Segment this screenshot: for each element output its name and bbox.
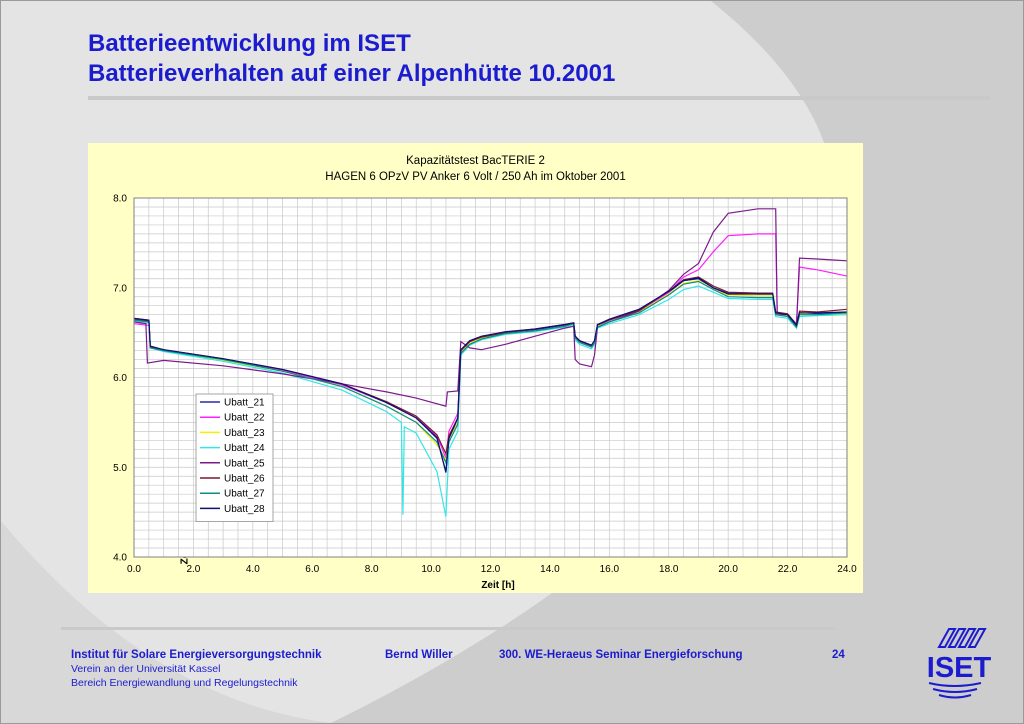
x-axis-label: Zeit [h]: [481, 580, 515, 591]
chart-subtitle: HAGEN 6 OPzV PV Anker 6 Volt / 250 Ah im…: [325, 171, 626, 183]
logo-text: ISET: [927, 652, 992, 684]
chart-panel: Kapazitätstest BacTERIE 2 HAGEN 6 OPzV P…: [88, 143, 863, 593]
title-line-2: Batterieverhalten auf einer Alpenhütte 1…: [88, 60, 616, 87]
iset-logo: ISET: [927, 628, 992, 699]
footer-seminar: 300. WE-Heraeus Seminar Energieforschung: [499, 649, 743, 661]
footer-author: Bernd Willer: [385, 649, 453, 661]
footer-line-2: Verein an der Universität Kassel: [71, 663, 221, 675]
y-axis-label: Zellenspannung [V]: [179, 471, 191, 565]
chart-title: Kapazitätstest BacTERIE 2: [406, 155, 545, 167]
footer-institute: Institut für Solare Energieversorgungste…: [71, 649, 322, 661]
footer-divider: [61, 627, 836, 630]
footer-line-3: Bereich Energiewandlung und Regelungstec…: [71, 677, 298, 689]
title-line-1: Batterieentwicklung im ISET: [88, 30, 411, 57]
footer-page-number: 24: [832, 649, 845, 661]
page-title: Batterieentwicklung im ISET Batterieverh…: [88, 29, 615, 89]
title-divider: [88, 96, 990, 100]
